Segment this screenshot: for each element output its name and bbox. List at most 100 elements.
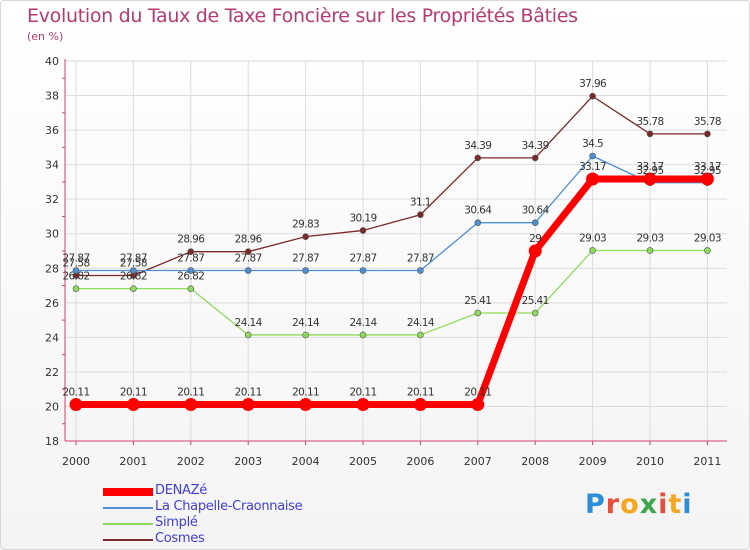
data-point-denaz-: [69, 398, 83, 412]
data-label-denaz-: 29: [529, 233, 541, 245]
data-point-cosmes: [589, 92, 596, 100]
data-label-cosmes: 30.19: [349, 212, 376, 224]
data-label-simpl-: 26.82: [62, 271, 89, 283]
data-point-cosmes: [187, 248, 195, 255]
chart-title: Evolution du Taux de Taxe Foncière sur l…: [27, 5, 578, 27]
data-label-cosmes: 31.1: [410, 197, 431, 209]
data-point-cosmes: [704, 130, 711, 138]
data-label-simpl-: 26.82: [177, 271, 204, 283]
x-tick-label: 2005: [349, 455, 377, 468]
legend-label-simple: Simplé: [155, 515, 198, 530]
series-layer: [69, 92, 714, 412]
y-tick-label: 32: [45, 193, 59, 206]
data-point-la-chapelle-craonnaise: [589, 152, 596, 160]
data-label-la-chapelle-craonnaise: 32.95: [694, 165, 721, 177]
y-tick-label: 20: [45, 400, 59, 413]
data-label-cosmes: 35.78: [636, 116, 663, 128]
legend-swatch-simple: [103, 523, 153, 525]
data-point-cosmes: [417, 211, 424, 219]
data-label-denaz-: 33.17: [636, 161, 663, 173]
series-line-denaz-: [72, 175, 711, 409]
data-point-la-chapelle-craonnaise: [130, 267, 137, 274]
data-label-simpl-: 29.03: [579, 232, 606, 244]
data-label-simpl-: 24.14: [407, 317, 435, 329]
data-point-simpl-: [474, 309, 482, 317]
data-point-denaz-: [413, 398, 427, 412]
x-tick-label: 2009: [579, 455, 607, 468]
data-label-denaz-: 20.11: [177, 387, 204, 399]
data-label-la-chapelle-craonnaise: 27.87: [120, 253, 147, 265]
x-tick-label: 2007: [464, 455, 492, 468]
x-tick-label: 2003: [234, 455, 262, 468]
data-point-la-chapelle-craonnaise: [531, 219, 539, 226]
x-tick-label: 2011: [693, 455, 721, 468]
y-tick-label: 28: [45, 262, 59, 275]
y-tick-label: 26: [45, 297, 59, 310]
series-line-la-chapelle-craonnaise: [75, 155, 709, 272]
y-tick-label: 40: [45, 55, 59, 68]
legend-label-la-chapelle-craonnaise: La Chapelle-Craonnaise: [155, 499, 303, 514]
data-point-denaz-: [700, 172, 714, 186]
data-label-denaz-: 20.11: [292, 387, 319, 399]
data-label-cosmes: 35.78: [694, 116, 721, 128]
data-label-cosmes: 28.96: [177, 234, 205, 246]
data-label-la-chapelle-craonnaise: 32.95: [636, 165, 663, 177]
y-tick-label: 36: [45, 124, 59, 137]
data-point-la-chapelle-craonnaise: [474, 219, 482, 226]
data-point-simpl-: [302, 331, 309, 339]
data-point-la-chapelle-craonnaise: [417, 267, 424, 274]
data-label-cosmes: 29.83: [292, 219, 319, 231]
data-point-cosmes: [359, 227, 367, 234]
data-label-cosmes: 27.58: [62, 258, 89, 270]
data-point-denaz-: [356, 398, 370, 412]
data-label-simpl-: 24.14: [235, 317, 263, 329]
data-label-denaz-: 20.11: [349, 387, 376, 399]
data-point-simpl-: [417, 331, 424, 339]
data-point-simpl-: [187, 285, 195, 292]
data-label-cosmes: 37.96: [579, 78, 607, 90]
grid: [65, 60, 727, 442]
data-point-denaz-: [643, 172, 657, 186]
y-tick-label: 24: [45, 331, 59, 344]
x-tick-label: 2006: [406, 455, 434, 468]
data-label-denaz-: 33.17: [579, 161, 606, 173]
data-label-la-chapelle-craonnaise: 27.87: [177, 253, 204, 265]
data-label-denaz-: 33.17: [694, 161, 721, 173]
x-tick-label: 2004: [292, 455, 320, 468]
data-label-denaz-: 20.11: [235, 387, 262, 399]
data-point-denaz-: [528, 244, 542, 258]
legend-swatch-cosmes: [103, 539, 153, 541]
data-label-la-chapelle-craonnaise: 27.87: [235, 253, 262, 265]
series-line-cosmes: [75, 95, 709, 277]
unit-label: (en %): [27, 30, 64, 43]
data-label-la-chapelle-craonnaise: 27.87: [62, 253, 89, 265]
axes: 18 20 22 24 26 28 30 32 34 36 38 40 2000 2001 2002 2003…: [45, 55, 727, 468]
data-label-la-chapelle-craonnaise: 30.64: [522, 205, 550, 217]
proxiti-logo: Proxiti: [585, 489, 693, 520]
data-point-cosmes: [302, 233, 309, 240]
data-point-simpl-: [130, 285, 137, 292]
data-point-cosmes: [474, 154, 482, 162]
data-label-la-chapelle-craonnaise: 27.87: [292, 253, 319, 265]
data-point-simpl-: [531, 309, 539, 317]
data-point-simpl-: [646, 247, 654, 254]
data-label-simpl-: 24.14: [292, 317, 320, 329]
y-tick-label: 18: [45, 435, 59, 448]
legend-label-cosmes: Cosmes: [155, 531, 205, 546]
data-label-simpl-: 29.03: [636, 232, 663, 244]
data-label-la-chapelle-craonnaise: 30.64: [464, 205, 492, 217]
data-label-denaz-: 20.11: [62, 387, 89, 399]
legend-swatch-denaze: [103, 488, 153, 496]
data-label-simpl-: 26.82: [120, 271, 147, 283]
data-point-denaz-: [126, 398, 140, 412]
legend-swatch-la-chapelle-craonnaise: [103, 507, 153, 509]
data-label-la-chapelle-craonnaise: 27.87: [349, 253, 376, 265]
data-point-denaz-: [299, 398, 313, 412]
data-point-denaz-: [241, 398, 255, 412]
data-point-cosmes: [646, 130, 654, 138]
data-point-la-chapelle-craonnaise: [302, 267, 309, 274]
data-point-simpl-: [72, 285, 80, 292]
data-label-la-chapelle-craonnaise: 27.87: [407, 253, 434, 265]
data-label-simpl-: 24.14: [349, 317, 377, 329]
